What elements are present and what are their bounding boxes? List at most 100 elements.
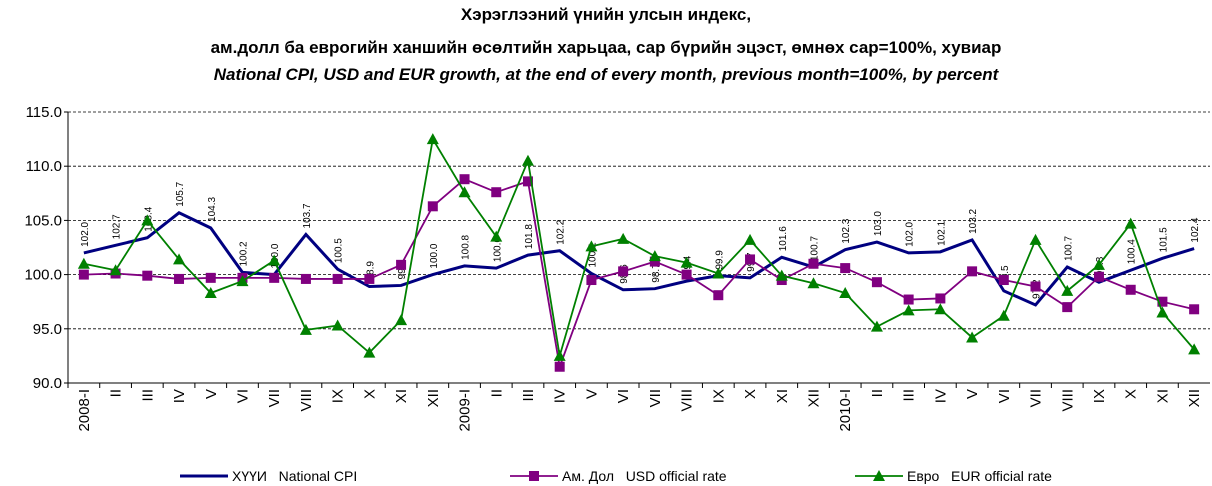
data-label: 101.6 [778,226,789,251]
marker [934,303,947,315]
marker [77,257,90,269]
y-tick-label: 110.0 [26,158,62,175]
data-label: 104.3 [207,197,218,222]
marker [521,154,534,166]
x-tick-label: III [139,389,156,402]
marker [1093,271,1104,282]
data-label: 100.8 [461,234,472,259]
marker [617,232,630,244]
x-tick-label: IX [330,389,347,403]
marker [839,287,852,299]
marker [997,309,1010,321]
data-label: 102.7 [112,214,123,239]
marker [1062,302,1073,313]
marker [458,186,471,198]
x-tick-label: VII [1028,389,1045,407]
marker [1092,258,1105,270]
chart-subtitle: ам.долл ба еврогийн ханшийн өсөлтийн хар… [211,38,1002,57]
marker [427,201,438,212]
marker [459,174,470,185]
x-tick-label: 2010-I [837,389,854,432]
data-label: 100.6 [492,237,503,262]
data-label: 100.4 [1127,239,1138,264]
marker [903,294,914,305]
series-line [83,178,1195,371]
marker [966,331,979,343]
y-tick-label: 90.0 [33,375,62,392]
marker [807,277,820,289]
y-tick-label: 100.0 [24,267,62,284]
x-tick-label: VIII [679,389,696,412]
data-label: 103.0 [873,211,884,236]
data-label: 100.0 [429,243,440,268]
marker [363,346,376,358]
marker [174,273,185,284]
chart-title: Хэрэглээний үнийн улсын индекс, [461,5,751,24]
marker [808,258,819,269]
series-line [83,136,1195,357]
x-tick-label: IV [171,389,188,403]
data-label: 105.7 [175,181,186,206]
data-label: 98.7 [651,263,662,283]
marker [109,264,122,276]
x-tick-label: IV [552,389,569,403]
marker [395,314,408,326]
data-label: 100.5 [334,238,345,263]
marker [586,275,597,286]
marker [299,323,312,335]
data-label: 100.2 [238,241,249,266]
marker [618,266,629,277]
data-label: 103.2 [968,208,979,233]
x-tick-label: XI [1154,389,1171,403]
legend-label: ХҮҮИ National CPI [232,468,357,484]
marker [491,187,502,198]
marker [775,269,788,281]
marker [1189,304,1200,315]
marker [529,471,539,481]
data-label: 101.8 [524,224,535,249]
marker [332,273,343,284]
x-tick-label: VIII [298,389,315,412]
marker [173,253,186,265]
marker [680,256,693,268]
data-label: 100.0 [270,243,281,268]
data-label: 99.9 [714,250,725,270]
x-tick-label: XII [805,389,822,407]
y-tick-label: 95.0 [33,321,62,338]
marker [649,256,660,267]
x-tick-label: IX [710,389,727,403]
marker [78,269,89,280]
marker [236,275,249,287]
marker [268,254,281,266]
marker [871,277,882,288]
marker [522,176,533,187]
marker [269,272,280,283]
x-tick-label: II [108,389,125,397]
marker [840,263,851,274]
marker [873,470,885,481]
marker [713,290,724,301]
x-tick-label: X [361,389,378,399]
data-label: 102.0 [905,221,916,246]
x-tick-label: V [964,389,981,399]
legend-label: Ам. Дол USD official rate [562,468,727,484]
y-tick-label: 105.0 [24,212,62,229]
marker [1125,284,1136,295]
data-label: 102.2 [556,219,567,244]
marker [1061,284,1074,296]
x-tick-label: X [742,389,759,399]
marker [1156,306,1169,318]
marker [300,273,311,284]
marker [681,269,692,280]
x-tick-label: V [583,389,600,399]
data-label: 103.7 [302,203,313,228]
marker [1188,343,1201,355]
marker [870,320,883,332]
data-label: 98.5 [1000,265,1011,285]
marker [1030,281,1041,292]
x-tick-label: 2009-I [457,389,474,432]
data-label: 100.7 [1063,236,1074,261]
x-tick-label: XI [774,389,791,403]
x-tick-label: XI [393,389,410,403]
